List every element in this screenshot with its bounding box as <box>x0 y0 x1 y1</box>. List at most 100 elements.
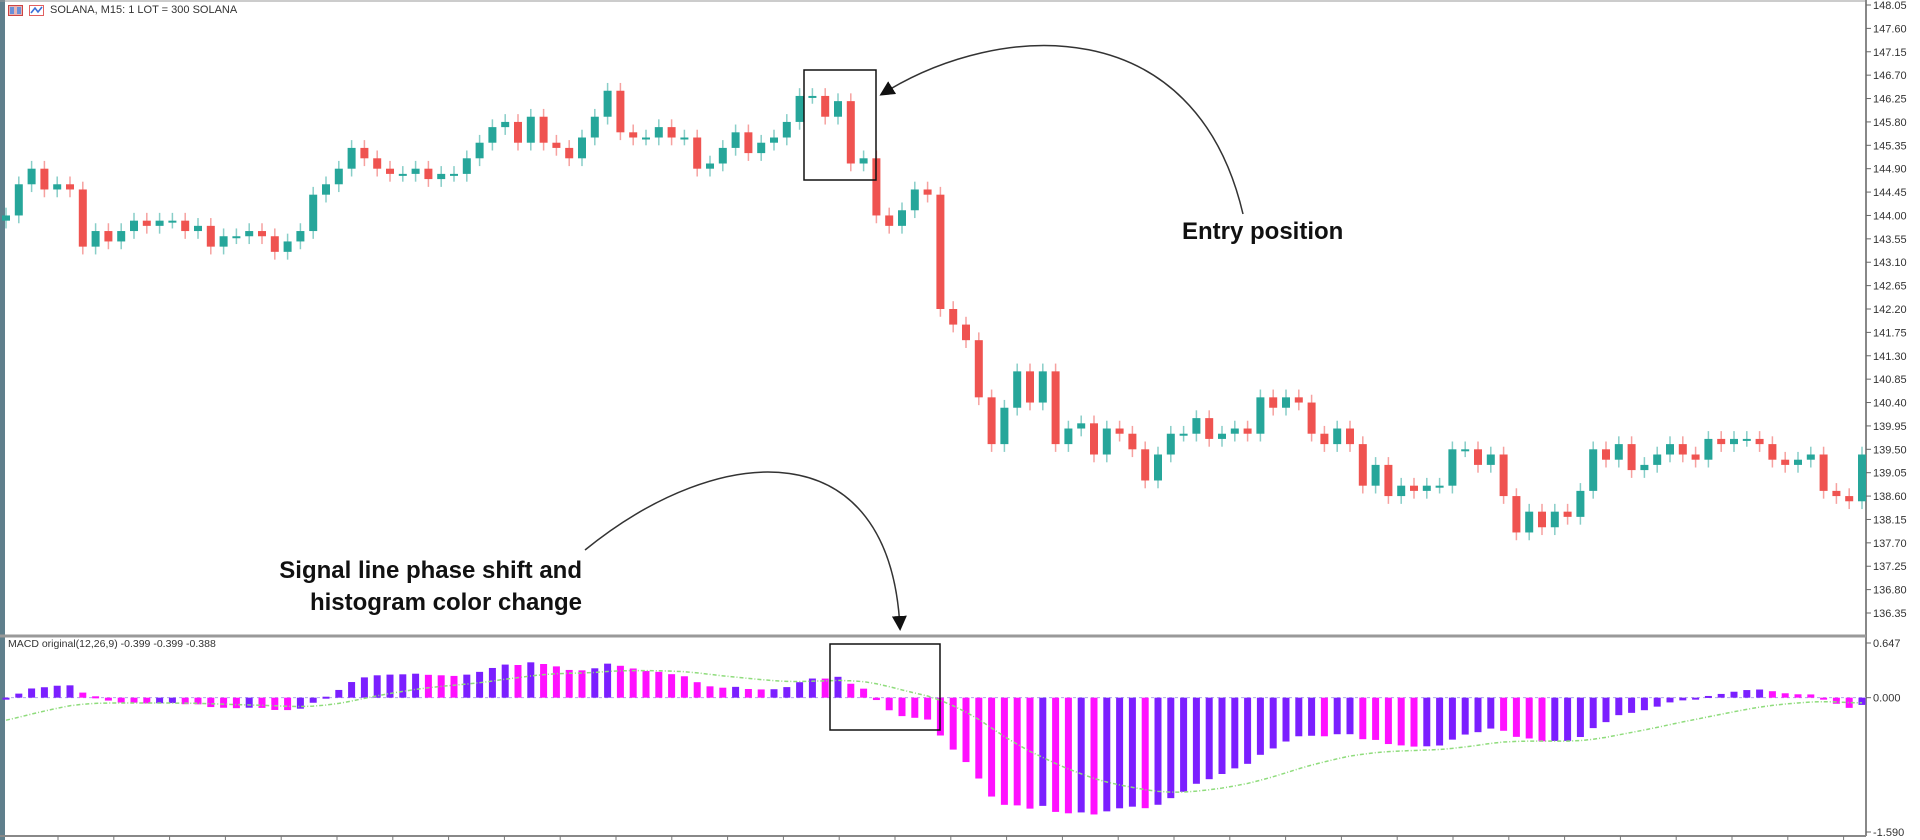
macd-bar <box>527 662 535 698</box>
candle <box>808 88 817 104</box>
candle-body <box>565 147 574 159</box>
entry-arrow <box>879 44 1244 215</box>
macd-bar <box>1512 697 1520 737</box>
candle <box>526 108 535 151</box>
macd-tick-label: 0.000 <box>1873 693 1901 705</box>
candle <box>1026 363 1034 411</box>
candle <box>693 129 702 177</box>
candle-body <box>1320 433 1329 445</box>
candle <box>347 140 356 177</box>
macd-bar <box>1295 697 1303 737</box>
macd-bar <box>2 697 10 700</box>
candle-body <box>424 168 433 180</box>
price-axis: 148.05 147.60 147.15 146.70 146.25 145.80 145.… <box>1866 0 1907 620</box>
candle <box>1576 483 1585 525</box>
candle <box>1358 436 1367 494</box>
macd-bar <box>1538 697 1546 742</box>
macd-bar <box>1231 697 1239 769</box>
candle <box>731 124 740 156</box>
macd-bar <box>834 676 842 698</box>
candle-body <box>1141 449 1150 481</box>
candle-body <box>603 90 612 117</box>
price-tick-label: 141.75 <box>1873 327 1907 339</box>
candle <box>1013 363 1022 416</box>
candle-body <box>1064 428 1073 445</box>
macd-bar <box>181 697 189 705</box>
candle <box>168 212 177 229</box>
price-tick-label: 143.55 <box>1873 234 1907 246</box>
candle <box>206 218 215 255</box>
macd-bar <box>911 697 919 718</box>
macd-bar <box>1781 693 1789 698</box>
candle-body <box>910 189 919 211</box>
macd-bar <box>693 682 701 698</box>
candle-body <box>834 101 842 117</box>
candle-body <box>795 95 804 122</box>
candle <box>1205 410 1214 447</box>
macd-bar <box>1448 697 1456 740</box>
candle-body <box>1499 454 1508 497</box>
macd-bar <box>668 674 676 698</box>
price-tick-label: 144.90 <box>1873 164 1907 176</box>
price-tick-label: 138.60 <box>1873 491 1907 503</box>
macd-bar <box>1256 697 1264 755</box>
candle-body <box>1832 490 1841 497</box>
candle-body <box>360 147 369 159</box>
price-tick-label: 147.15 <box>1873 47 1907 59</box>
candle-body <box>1256 397 1265 434</box>
macd-bar <box>1730 691 1738 698</box>
macd-bar <box>194 697 202 705</box>
macd-bar <box>1692 697 1700 700</box>
macd-indicator-label: MACD original(12,26,9) -0.399 -0.399 -0.… <box>8 638 216 650</box>
candle <box>770 129 778 151</box>
candle <box>1282 389 1290 416</box>
candle <box>104 223 113 250</box>
candle <box>514 114 522 151</box>
macd-bar <box>1333 697 1341 735</box>
macd-bar <box>1103 697 1111 812</box>
candle <box>1819 446 1828 499</box>
candle-body <box>859 158 868 164</box>
candle <box>78 181 87 255</box>
macd-bar <box>1141 697 1149 809</box>
candle <box>898 202 906 234</box>
candle-body <box>104 231 113 242</box>
candle <box>181 212 190 239</box>
macd-bar <box>1397 697 1405 746</box>
chart-type-icon[interactable] <box>29 4 44 16</box>
candle-body <box>411 168 420 174</box>
macd-bar <box>1000 697 1008 805</box>
candle-body <box>718 147 727 164</box>
macd-bar <box>1128 697 1136 807</box>
candle <box>1589 441 1598 499</box>
candle <box>654 119 663 146</box>
macd-bar <box>143 697 151 704</box>
candle <box>258 223 266 245</box>
chart-header: SOLANA, M15: 1 LOT = 300 SOLANA <box>8 4 237 16</box>
candle-body <box>1614 444 1623 460</box>
candle-body <box>14 184 23 216</box>
candle-body <box>642 137 650 140</box>
candle-body <box>296 231 305 242</box>
macd-bar <box>565 669 573 698</box>
candle <box>1666 436 1674 463</box>
candle-body <box>1090 423 1098 455</box>
candle <box>1806 446 1815 468</box>
candle-body <box>1013 371 1022 408</box>
macd-bar <box>860 688 868 698</box>
macd-bar <box>1589 697 1597 729</box>
macd-bar <box>1090 697 1098 815</box>
macd-bar <box>373 675 381 698</box>
candle <box>475 134 484 167</box>
candle <box>680 129 689 146</box>
candle-body <box>1640 464 1649 471</box>
candle-body <box>1307 402 1316 434</box>
chart-grid-icon[interactable] <box>8 4 23 16</box>
candle-body <box>526 116 535 143</box>
macd-bar <box>1525 697 1533 739</box>
macd-bar <box>130 697 138 703</box>
macd-bar <box>322 696 330 699</box>
macd-bar <box>1154 697 1162 805</box>
signal-arrow <box>584 471 907 631</box>
